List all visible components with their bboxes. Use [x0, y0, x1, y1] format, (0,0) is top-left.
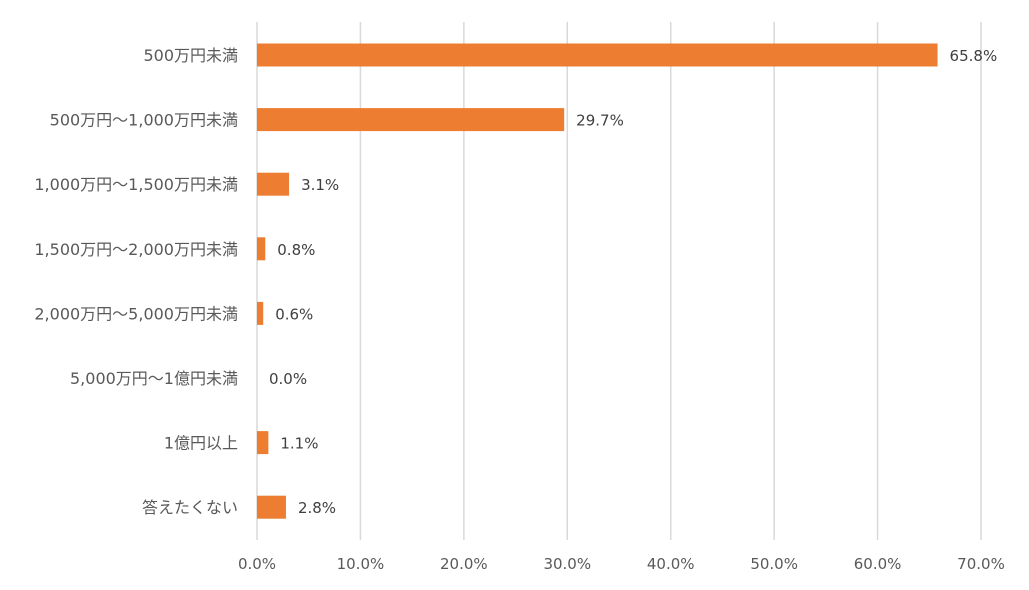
x-tick-label: 60.0%: [854, 555, 902, 573]
data-label: 0.6%: [275, 305, 313, 323]
data-labels: 65.8% 29.7% 3.1% 0.8% 0.6% 0.0% 1.1% 2.8%: [269, 47, 997, 517]
x-tick-labels: 0.0% 10.0% 20.0% 30.0% 40.0% 50.0% 60.0% 70.0%: [238, 555, 1005, 573]
bar: [257, 43, 938, 67]
bar: [257, 172, 290, 196]
x-tick-label: 10.0%: [337, 555, 385, 573]
bar: [257, 108, 565, 132]
bars: [257, 43, 938, 519]
bar: [257, 237, 266, 261]
category-label: 2,000万円～5,000万円未満: [34, 304, 238, 323]
category-label: 5,000万円～1億円未満: [70, 369, 238, 388]
category-labels: 500万円未満 500万円～1,000万円未満 1,000万円～1,500万円未満 1…: [34, 46, 238, 517]
data-label: 29.7%: [576, 112, 624, 130]
x-tick-label: 40.0%: [647, 555, 695, 573]
category-label: 答えたくない: [142, 498, 238, 517]
category-label: 1億円以上: [164, 434, 238, 453]
category-label: 1,000万円～1,500万円未満: [34, 175, 238, 194]
x-tick-label: 0.0%: [238, 555, 276, 573]
x-tick-label: 20.0%: [440, 555, 488, 573]
x-tick-label: 30.0%: [543, 555, 591, 573]
data-label: 65.8%: [950, 47, 998, 65]
bar: [257, 495, 286, 519]
gridlines: [256, 22, 982, 540]
category-label: 1,500万円～2,000万円未満: [34, 240, 238, 259]
data-label: 0.0%: [269, 370, 307, 388]
data-label: 2.8%: [298, 499, 336, 517]
data-label: 1.1%: [280, 435, 318, 453]
bar: [257, 301, 264, 325]
data-label: 0.8%: [277, 241, 315, 259]
category-label: 500万円～1,000万円未満: [50, 111, 238, 130]
x-tick-label: 50.0%: [750, 555, 798, 573]
bar: [257, 431, 269, 455]
category-label: 500万円未満: [143, 46, 238, 65]
data-label: 3.1%: [301, 176, 339, 194]
x-tick-label: 70.0%: [957, 555, 1005, 573]
